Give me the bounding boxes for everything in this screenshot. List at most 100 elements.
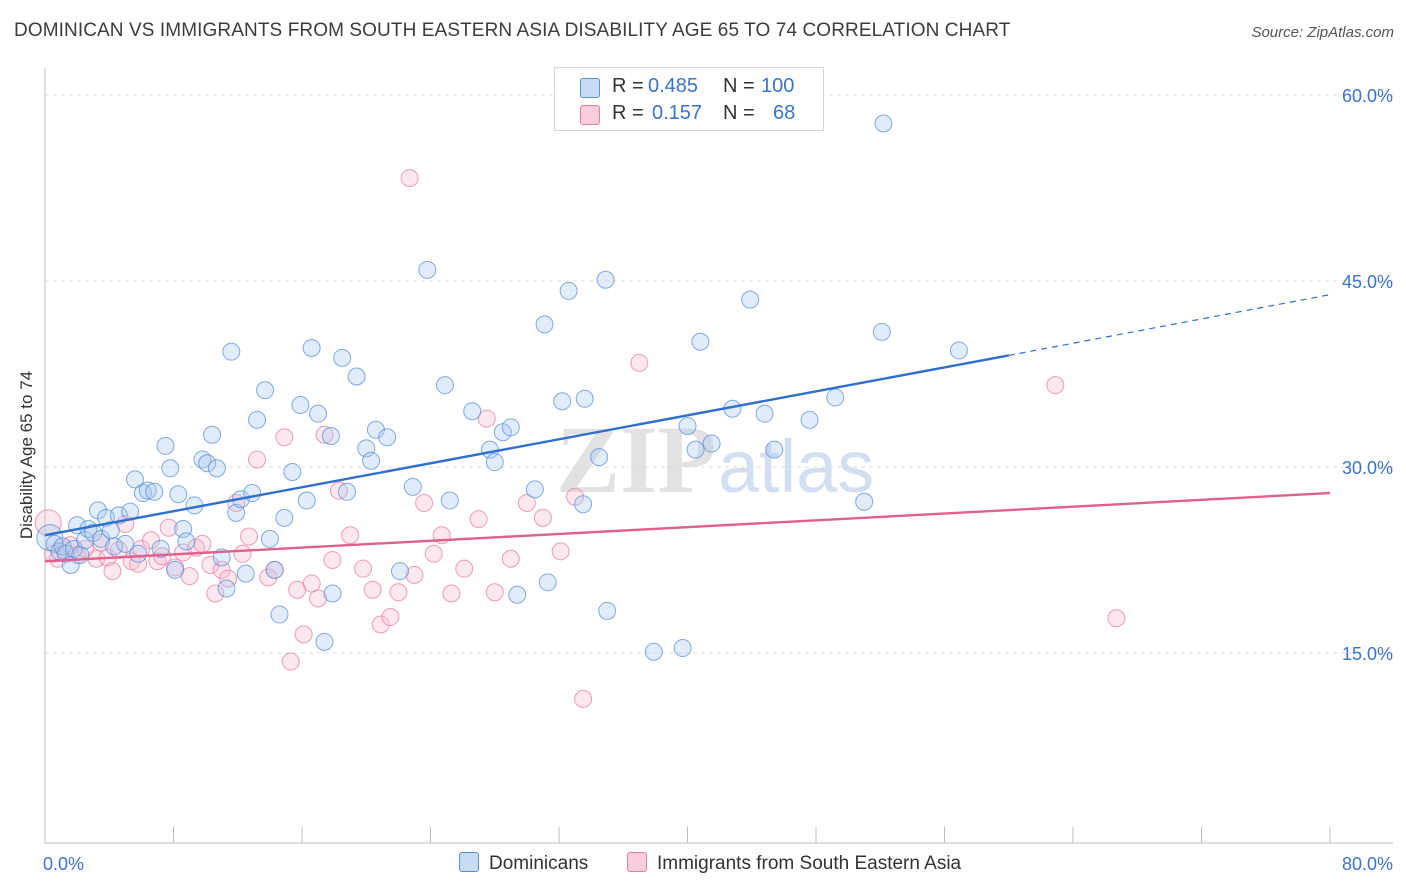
data-point-immigrants bbox=[485, 583, 504, 602]
data-point-dominicans bbox=[156, 436, 175, 455]
data-point-immigrants bbox=[323, 551, 342, 569]
data-point-dominicans bbox=[596, 270, 615, 289]
data-point-dominicans bbox=[138, 481, 157, 500]
data-point-dominicans bbox=[217, 579, 236, 598]
data-point-dominicans bbox=[291, 396, 310, 414]
data-point-dominicans bbox=[485, 453, 504, 472]
data-point-dominicans bbox=[362, 451, 381, 470]
data-point-immigrants bbox=[415, 493, 434, 512]
data-point-dominicans bbox=[265, 560, 284, 579]
data-point-immigrants bbox=[206, 584, 225, 603]
data-point-immigrants bbox=[341, 526, 360, 545]
data-point-dominicans bbox=[105, 537, 124, 556]
data-point-immigrants bbox=[302, 574, 321, 593]
data-point-immigrants bbox=[477, 409, 496, 428]
data-point-immigrants bbox=[309, 589, 328, 608]
data-point-dominicans bbox=[323, 584, 342, 603]
legend-r-label: R = bbox=[612, 75, 644, 97]
data-point-dominicans bbox=[222, 342, 241, 361]
data-point-immigrants bbox=[315, 425, 334, 444]
legend-r-value-blue: 0.485 bbox=[648, 75, 699, 97]
y-tick-label: 15.0% bbox=[1342, 644, 1393, 664]
data-point-dominicans bbox=[248, 410, 267, 429]
data-point-immigrants bbox=[442, 584, 461, 603]
legend-label-immigrants: Immigrants from South Eastern Asia bbox=[657, 853, 962, 874]
data-point-dominicans bbox=[691, 332, 710, 351]
y-tick-labels: 15.0% 30.0% 45.0% 60.0% bbox=[1342, 86, 1393, 664]
data-point-dominicans bbox=[283, 462, 302, 481]
data-point-dominicans bbox=[145, 482, 164, 501]
legend-swatch-pink bbox=[580, 105, 600, 125]
data-point-dominicans bbox=[440, 491, 459, 510]
data-point-immigrants bbox=[201, 555, 220, 574]
legend-n-label: N = bbox=[723, 75, 755, 97]
data-point-dominicans bbox=[125, 470, 144, 489]
data-point-dominicans bbox=[321, 427, 340, 445]
data-point-dominicans bbox=[501, 418, 520, 437]
series-immigrants-points bbox=[34, 169, 1126, 708]
data-point-dominicans bbox=[765, 440, 784, 459]
gridlines bbox=[45, 94, 1393, 654]
data-point-dominicans bbox=[236, 564, 255, 583]
legend-n-label: N = bbox=[723, 102, 755, 124]
data-point-dominicans bbox=[559, 281, 578, 300]
data-point-dominicans bbox=[508, 585, 527, 604]
legend-r-label: R = bbox=[612, 102, 644, 124]
data-point-dominicans bbox=[435, 376, 454, 395]
data-point-immigrants bbox=[574, 689, 593, 708]
legend-swatch-blue bbox=[459, 852, 479, 872]
data-point-immigrants bbox=[381, 608, 400, 627]
data-point-dominicans bbox=[207, 459, 226, 478]
data-point-dominicans bbox=[309, 404, 328, 423]
data-point-dominicans bbox=[686, 440, 705, 459]
data-point-dominicans bbox=[260, 529, 279, 548]
data-point-dominicans bbox=[161, 459, 180, 478]
data-point-dominicans bbox=[949, 341, 968, 360]
data-point-dominicans bbox=[71, 546, 90, 565]
data-point-dominicans bbox=[198, 454, 217, 473]
data-point-dominicans bbox=[270, 605, 289, 624]
data-point-immigrants bbox=[1046, 376, 1065, 395]
legend-n-value-pink: 68 bbox=[773, 102, 796, 124]
data-point-immigrants bbox=[501, 549, 520, 568]
data-point-immigrants bbox=[424, 544, 443, 563]
data-point-dominicans bbox=[337, 482, 356, 501]
x-tick-label-min: 0.0% bbox=[43, 854, 84, 874]
data-point-immigrants bbox=[400, 169, 419, 188]
y-tick-label: 60.0% bbox=[1342, 86, 1393, 106]
data-point-immigrants bbox=[281, 652, 300, 671]
x-tick-label-max: 80.0% bbox=[1342, 854, 1393, 874]
data-point-dominicans bbox=[575, 389, 594, 408]
data-point-immigrants bbox=[248, 450, 267, 469]
data-point-dominicans bbox=[390, 562, 409, 581]
data-point-dominicans bbox=[741, 290, 760, 309]
data-point-dominicans bbox=[590, 448, 609, 467]
data-point-immigrants bbox=[405, 565, 424, 584]
source-credit: Source: ZipAtlas.com bbox=[1251, 24, 1394, 41]
data-point-dominicans bbox=[463, 402, 482, 421]
legend-label-dominicans: Dominicans bbox=[489, 853, 589, 874]
data-point-immigrants bbox=[363, 580, 382, 599]
data-point-dominicans bbox=[673, 639, 692, 658]
data-point-dominicans bbox=[403, 477, 422, 496]
legend-swatch-pink bbox=[627, 852, 647, 872]
data-point-dominicans bbox=[169, 485, 188, 504]
data-point-dominicans bbox=[872, 322, 891, 341]
data-point-immigrants bbox=[551, 542, 570, 561]
data-point-dominicans bbox=[193, 450, 212, 469]
data-point-dominicans bbox=[347, 367, 366, 386]
data-point-dominicans bbox=[275, 508, 294, 527]
trend-line-dominicans-extension bbox=[1008, 294, 1331, 356]
legend-item-dominicans: Dominicans bbox=[459, 852, 588, 875]
data-point-immigrants bbox=[239, 527, 258, 546]
data-point-dominicans bbox=[315, 632, 334, 651]
chart-title: DOMINICAN VS IMMIGRANTS FROM SOUTH EASTE… bbox=[14, 20, 1011, 41]
data-point-dominicans bbox=[525, 480, 544, 499]
data-point-dominicans bbox=[256, 381, 275, 400]
data-point-dominicans bbox=[166, 560, 185, 579]
series-dominicans-points bbox=[36, 114, 968, 661]
data-point-immigrants bbox=[371, 615, 390, 634]
y-tick-label: 30.0% bbox=[1342, 458, 1393, 478]
data-point-dominicans bbox=[129, 544, 148, 563]
